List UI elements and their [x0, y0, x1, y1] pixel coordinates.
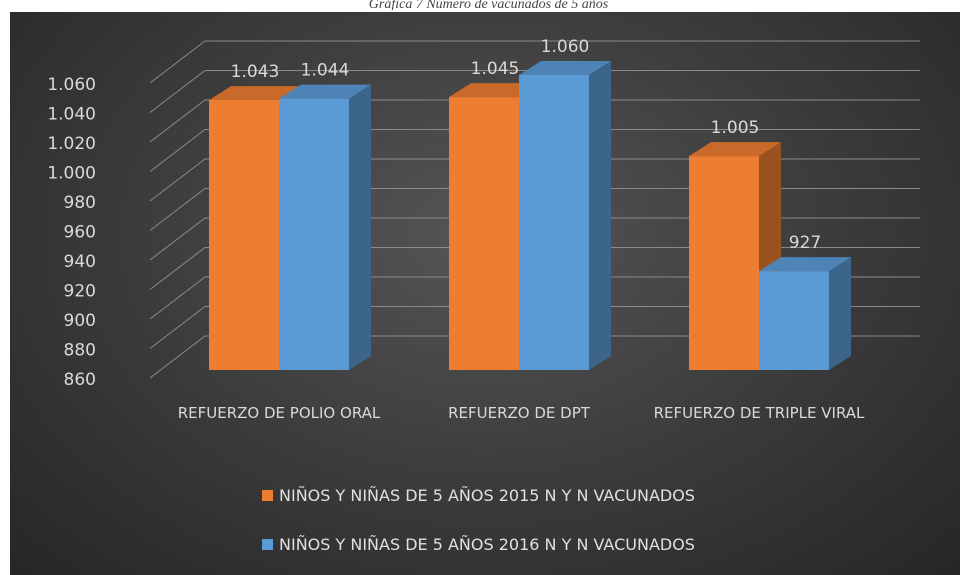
legend-swatch — [262, 539, 273, 550]
bar-side — [829, 257, 851, 370]
grid-line — [149, 247, 920, 290]
y-tick-label: 940 — [64, 252, 96, 272]
grid-line — [149, 217, 920, 261]
y-tick-label: 900 — [64, 311, 96, 331]
value-label: 1.045 — [471, 59, 520, 79]
bar-front — [689, 156, 759, 370]
bar-front — [449, 97, 519, 370]
y-tick-label: 860 — [64, 370, 96, 390]
grid-line — [149, 70, 920, 113]
bar-top — [689, 142, 781, 157]
bar-front — [759, 271, 829, 370]
grid-line — [149, 188, 920, 231]
x-tick-label: REFUERZO DE TRIPLE VIRAL — [653, 404, 865, 422]
x-tick-label: REFUERZO DE POLIO ORAL — [177, 404, 381, 422]
bar — [519, 61, 611, 370]
y-tick-label: 1.060 — [47, 75, 96, 95]
value-label: 1.043 — [231, 62, 280, 82]
value-label: 927 — [789, 233, 821, 253]
y-tick-label: 1.040 — [47, 105, 96, 125]
grid-line — [149, 335, 920, 379]
y-tick-label: 920 — [64, 282, 96, 302]
value-label: 1.005 — [711, 118, 760, 138]
bar-top — [279, 84, 371, 99]
bar-top — [759, 257, 851, 272]
legend-item: NIÑOS Y NIÑAS DE 5 AÑOS 2016 N Y N VACUN… — [262, 535, 695, 554]
y-tick-label: 880 — [64, 341, 96, 361]
bar-top — [209, 86, 301, 101]
bar-front — [209, 100, 279, 370]
value-label: 1.044 — [301, 61, 350, 81]
bar — [279, 84, 371, 370]
bar — [759, 257, 851, 370]
bar-side — [349, 84, 371, 370]
bar-top — [449, 83, 541, 98]
y-tick-label: 1.000 — [47, 164, 96, 184]
legend-label: NIÑOS Y NIÑAS DE 5 AÑOS 2015 N Y N VACUN… — [279, 486, 695, 505]
grid-line — [149, 99, 920, 143]
grid-line — [149, 276, 920, 320]
bar-front — [279, 98, 349, 370]
bar-front — [519, 75, 589, 370]
chart-title: Gráfica 7 Número de vacunados de 5 años — [368, 0, 609, 10]
bar-side — [589, 61, 611, 370]
grid-line — [149, 40, 920, 84]
y-tick-label: 960 — [64, 223, 96, 243]
bar-top — [519, 61, 611, 75]
legend-item: NIÑOS Y NIÑAS DE 5 AÑOS 2015 N Y N VACUN… — [262, 486, 695, 505]
grid-line — [149, 306, 920, 349]
legend-swatch — [262, 490, 273, 501]
grid-line — [149, 129, 920, 172]
grid-line — [149, 158, 920, 202]
y-tick-label: 980 — [64, 193, 96, 213]
x-tick-label: REFUERZO DE DPT — [448, 404, 590, 422]
y-tick-label: 1.020 — [47, 134, 96, 154]
value-label: 1.060 — [541, 37, 590, 57]
legend-label: NIÑOS Y NIÑAS DE 5 AÑOS 2016 N Y N VACUN… — [279, 535, 695, 554]
